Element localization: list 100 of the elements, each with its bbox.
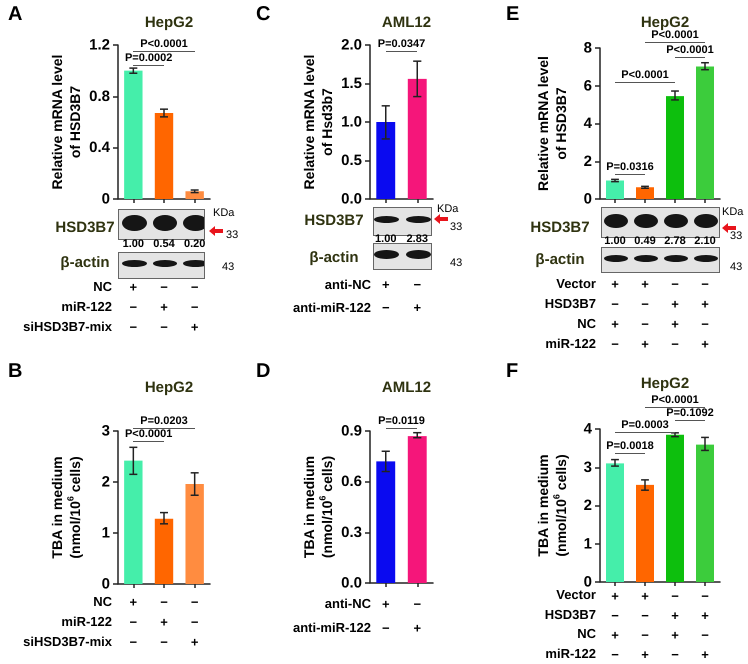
x-tick-label: − +: [413, 596, 422, 636]
y-tick-label: 0.3: [341, 524, 362, 541]
bar: [154, 518, 174, 584]
x-tick-label: − + − +: [701, 588, 710, 662]
chart-title: HepG2: [640, 375, 690, 392]
bar: [185, 484, 204, 584]
bar: [696, 444, 714, 582]
bar: [124, 460, 143, 584]
x-tick-label: + − −: [130, 280, 138, 334]
x-tick-label: + −: [382, 596, 390, 636]
y-tick-label: 1: [584, 535, 592, 552]
text: F: [506, 360, 518, 382]
text: miR-122: [61, 299, 112, 314]
y-axis-title: Relative mRNA level of Hsd3b7: [301, 54, 335, 190]
text: β-actin: [309, 248, 359, 266]
x-tick-label: + − + −: [611, 588, 620, 662]
y-tick-label: 0.5: [341, 152, 362, 169]
text: β-actin: [60, 254, 110, 270]
text: KDa: [722, 206, 744, 218]
annotation: P=0.0347: [378, 38, 426, 50]
chart-title: AML12: [382, 379, 432, 396]
x-tick-label: − + −: [160, 280, 168, 334]
y-tick-label: 0: [584, 190, 592, 208]
x-tick-label: + − + −: [611, 276, 620, 352]
x-tick-label: − − +: [190, 280, 199, 334]
y-tick-label: 0: [102, 576, 110, 592]
annotation: P<0.0001: [140, 38, 188, 50]
y-tick-label: 3: [102, 422, 110, 440]
y-tick-label: 2: [584, 497, 592, 514]
x-tick-label: − − +: [190, 594, 199, 650]
text: β-actin: [535, 250, 585, 268]
text: 1.00: [604, 235, 626, 247]
text: 33: [226, 229, 238, 241]
bar: [636, 187, 654, 199]
bar: [636, 484, 654, 582]
y-tick-label: 0.0: [341, 574, 362, 592]
text: 2.83: [406, 233, 428, 245]
text: 0.20: [184, 238, 206, 250]
y-tick-label: 1.2: [89, 36, 110, 54]
text: siHSD3B7-mix: [23, 634, 112, 649]
bar: [696, 66, 714, 199]
text: Vector: [556, 276, 596, 291]
text: C: [256, 3, 270, 25]
text: anti-miR-122: [292, 300, 371, 315]
y-tick-label: 0.8: [89, 88, 110, 105]
text: D: [256, 360, 270, 382]
x-tick-label: + − − +: [641, 588, 650, 662]
text: 43: [450, 257, 462, 269]
text: 33: [730, 230, 742, 242]
text: KDa: [437, 203, 458, 215]
y-tick-label: 3: [584, 458, 592, 476]
bar: [124, 70, 143, 199]
y-axis-title: Relative mRNA level of HSD3B7: [49, 54, 83, 190]
text: HSD3B7: [304, 212, 364, 228]
text: HSD3B7: [544, 296, 596, 311]
text: NC: [577, 316, 596, 331]
text: HSD3B7: [544, 606, 596, 622]
x-tick-label: + − − +: [641, 276, 650, 352]
text: 2.10: [694, 235, 716, 247]
y-tick-label: 0.4: [89, 139, 111, 156]
text: HSD3B7: [530, 218, 590, 236]
text: E: [506, 3, 520, 25]
text: 0.54: [153, 238, 175, 250]
y-tick-label: 0: [102, 190, 110, 208]
text: 1.00: [375, 233, 396, 245]
text: anti-NC: [324, 277, 371, 292]
y-tick-label: 0.6: [341, 473, 362, 490]
chart-title: HepG2: [640, 14, 690, 31]
y-tick-label: 2: [584, 152, 592, 170]
text: P<0.0001: [651, 394, 699, 406]
annotation: P=0.0002: [124, 52, 172, 64]
text: NC: [93, 279, 112, 294]
text: 2.78: [664, 235, 686, 247]
y-tick-label: 1.0: [341, 114, 362, 130]
text: siHSD3B7-mix: [23, 319, 112, 334]
bar: [606, 463, 624, 582]
text: 33: [450, 221, 462, 233]
bar: [666, 434, 684, 582]
text: A: [8, 3, 22, 25]
y-axis-title: Relative mRNA level of HSD3B7: [535, 56, 569, 191]
y-tick-label: 1: [102, 524, 110, 542]
text: P=0.1092: [666, 407, 714, 419]
bar: [606, 180, 624, 199]
y-tick-label: 8: [584, 40, 592, 56]
annotation: P=0.0018: [606, 440, 654, 452]
y-tick-label: 0.9: [341, 422, 362, 440]
text: 43: [730, 261, 742, 273]
text: HSD3B7: [55, 218, 115, 236]
x-tick-label: − + + −: [671, 588, 680, 662]
text: 1.00: [122, 238, 144, 250]
text: miR-122: [61, 614, 112, 629]
annotation: P<0.0001: [124, 428, 172, 440]
text: 0.49: [634, 235, 656, 247]
x-tick-label: − + + −: [671, 276, 680, 352]
x-tick-label: + − −: [130, 594, 138, 650]
text: P=0.0119: [378, 415, 425, 427]
chart-title: HepG2: [144, 379, 194, 396]
annotation: P<0.0001: [666, 44, 714, 56]
y-tick-label: 0.0: [341, 190, 362, 208]
text: anti-miR-122: [292, 620, 371, 635]
